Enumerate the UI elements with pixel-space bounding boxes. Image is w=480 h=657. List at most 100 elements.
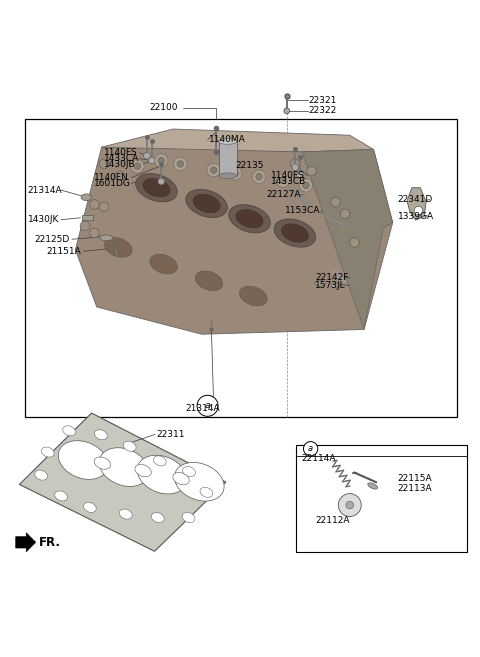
Polygon shape <box>95 430 108 440</box>
Circle shape <box>228 167 242 180</box>
Text: 22311: 22311 <box>156 430 185 439</box>
Circle shape <box>284 108 289 114</box>
Circle shape <box>256 173 263 180</box>
Text: 21314A: 21314A <box>28 186 62 194</box>
Circle shape <box>338 493 361 516</box>
Ellipse shape <box>143 179 170 197</box>
Text: 1573JL: 1573JL <box>315 281 346 290</box>
Text: 22341D: 22341D <box>397 195 433 204</box>
Polygon shape <box>63 426 75 436</box>
Text: 22113A: 22113A <box>397 484 432 493</box>
Bar <box>25 118 457 417</box>
Text: a: a <box>205 401 210 411</box>
Text: 1433CB: 1433CB <box>271 177 306 186</box>
Text: 1140FS: 1140FS <box>271 171 305 180</box>
Circle shape <box>174 157 187 171</box>
Text: 22115A: 22115A <box>397 474 432 484</box>
Text: 22142F: 22142F <box>315 273 349 283</box>
Circle shape <box>99 159 109 169</box>
Ellipse shape <box>331 283 340 288</box>
Circle shape <box>414 206 423 215</box>
Circle shape <box>148 157 155 164</box>
Circle shape <box>276 174 289 187</box>
Ellipse shape <box>218 139 237 145</box>
Polygon shape <box>407 188 426 220</box>
Polygon shape <box>137 455 187 494</box>
Text: 22135: 22135 <box>235 161 264 170</box>
Polygon shape <box>154 456 166 466</box>
Ellipse shape <box>105 238 132 257</box>
Text: 22114A: 22114A <box>301 454 336 463</box>
Circle shape <box>158 157 165 164</box>
Circle shape <box>290 159 300 169</box>
Text: 22322: 22322 <box>309 106 337 116</box>
Circle shape <box>232 170 239 177</box>
Polygon shape <box>302 150 393 329</box>
Circle shape <box>90 200 99 209</box>
Circle shape <box>302 182 309 189</box>
Polygon shape <box>151 512 164 522</box>
Circle shape <box>299 179 312 192</box>
Bar <box>218 141 237 176</box>
Circle shape <box>297 171 303 178</box>
Text: 22127A: 22127A <box>266 191 301 199</box>
Circle shape <box>340 209 350 219</box>
Ellipse shape <box>81 194 92 200</box>
Ellipse shape <box>136 173 177 202</box>
Circle shape <box>210 167 217 173</box>
Ellipse shape <box>100 235 113 240</box>
Polygon shape <box>94 457 111 469</box>
Ellipse shape <box>240 286 267 306</box>
Polygon shape <box>75 147 393 334</box>
Text: 22100: 22100 <box>149 103 178 112</box>
Polygon shape <box>173 472 189 485</box>
Circle shape <box>155 154 168 167</box>
Circle shape <box>90 228 99 238</box>
Text: 1140FS: 1140FS <box>104 148 138 158</box>
Text: 1140FN: 1140FN <box>95 173 129 182</box>
Text: 21151A: 21151A <box>47 246 82 256</box>
Polygon shape <box>120 509 132 519</box>
Text: 22125D: 22125D <box>35 235 70 244</box>
Text: 1153CA: 1153CA <box>285 206 321 215</box>
Text: a: a <box>308 444 313 453</box>
Polygon shape <box>84 503 96 512</box>
Polygon shape <box>58 441 108 480</box>
Bar <box>82 215 94 219</box>
Polygon shape <box>19 413 226 551</box>
Text: 1430JK: 1430JK <box>28 215 59 224</box>
Circle shape <box>346 501 354 509</box>
Text: 22112A: 22112A <box>315 516 350 525</box>
Bar <box>296 445 467 552</box>
Polygon shape <box>174 463 224 501</box>
Polygon shape <box>35 470 48 480</box>
Text: 1140MA: 1140MA <box>209 135 246 145</box>
Text: 21314A: 21314A <box>185 404 220 413</box>
Polygon shape <box>55 491 68 501</box>
Circle shape <box>350 238 360 248</box>
Polygon shape <box>135 464 151 477</box>
Ellipse shape <box>229 204 270 233</box>
Text: 22321: 22321 <box>309 96 337 105</box>
Ellipse shape <box>281 224 309 242</box>
Ellipse shape <box>274 219 316 247</box>
Circle shape <box>207 164 220 177</box>
Ellipse shape <box>368 483 378 489</box>
Circle shape <box>307 166 316 176</box>
Ellipse shape <box>315 281 325 286</box>
Circle shape <box>252 170 266 183</box>
Polygon shape <box>182 512 195 522</box>
Circle shape <box>292 164 299 171</box>
Polygon shape <box>182 466 195 476</box>
Circle shape <box>331 197 340 207</box>
Polygon shape <box>123 442 136 451</box>
Circle shape <box>197 396 218 417</box>
Circle shape <box>280 177 286 184</box>
Ellipse shape <box>193 194 220 213</box>
Circle shape <box>158 178 165 185</box>
Circle shape <box>303 442 318 456</box>
Text: 1601DG: 1601DG <box>95 179 132 188</box>
Polygon shape <box>200 487 213 497</box>
Polygon shape <box>41 447 54 457</box>
Ellipse shape <box>195 271 223 290</box>
